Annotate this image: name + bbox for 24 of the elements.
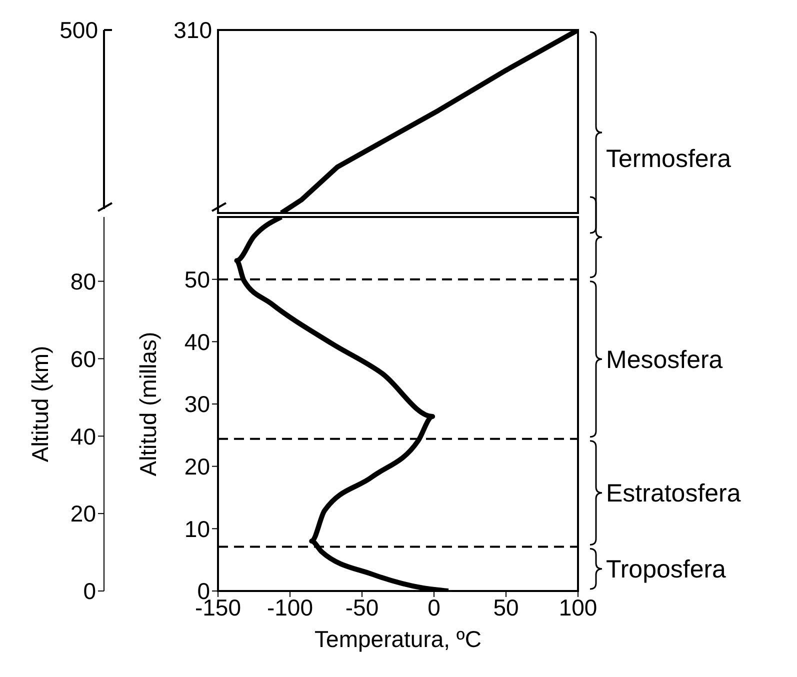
y-tick-label: 20 — [184, 454, 210, 480]
text: Mesosfera — [606, 346, 723, 374]
y2-tick-label: 40 — [70, 423, 96, 450]
text: Troposfera — [606, 556, 726, 584]
y2-tick-label: 80 — [70, 268, 96, 294]
x-tick-label: -50 — [345, 594, 379, 620]
x-tick-label: 0 — [428, 594, 440, 620]
x-tick-label: -100 — [266, 594, 314, 620]
text: Estratosfera — [606, 480, 741, 508]
y-axis-title: Altitud (millas) — [135, 332, 161, 476]
y-tick-label: 40 — [184, 328, 210, 355]
y2-axis-title: Altitud (km) — [27, 346, 53, 462]
x-tick-label: 50 — [493, 594, 519, 620]
x-axis-title: Temperatura, ºC — [314, 626, 482, 652]
text: Termosfera — [606, 144, 732, 173]
y2-tick-label: 0 — [83, 578, 96, 604]
y-tick-label: 30 — [184, 391, 210, 418]
y2-tick-label: 20 — [70, 500, 96, 527]
text: 500 — [60, 17, 98, 44]
x-tick-label: 100 — [558, 594, 598, 620]
y-tick-label: 50 — [184, 266, 210, 292]
y2-tick-label: 60 — [70, 346, 96, 372]
text: 310 — [174, 17, 212, 44]
y-tick-label: 10 — [184, 516, 210, 542]
